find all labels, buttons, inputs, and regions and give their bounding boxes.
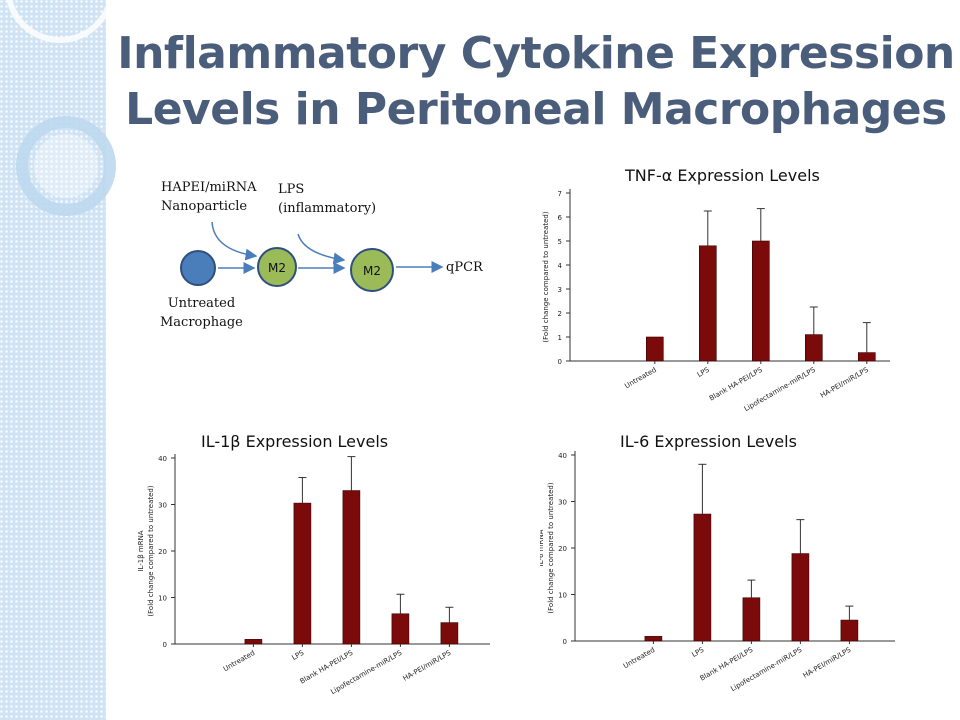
m2-node-2 — [350, 248, 394, 292]
bar-3 — [391, 613, 410, 645]
il1b-chart-title: IL-1β Expression Levels — [201, 432, 389, 451]
untreated-label-line2: Macrophage — [160, 315, 243, 330]
y-tick-label: 5 — [558, 238, 562, 246]
y-tick-label: 6 — [558, 214, 563, 222]
bar-2 — [342, 490, 361, 645]
y-tick-label: 30 — [158, 502, 167, 510]
bar-3 — [791, 553, 810, 642]
x-tick-label-1: LPS — [291, 649, 306, 662]
bar-4 — [857, 352, 876, 362]
y-tick-label: 10 — [558, 592, 567, 600]
arrow-nanoparticle-to-m2 — [211, 221, 258, 261]
bar-1 — [693, 513, 712, 642]
nanoparticle-label: HAPEI/miRNA Nanoparticle — [161, 178, 257, 216]
untreated-label: Untreated Macrophage — [160, 294, 243, 332]
y-axis-label-line1: IL-6 mRNA — [540, 529, 545, 566]
x-tick-label-4: HA-PEI/miR/LPS — [402, 649, 453, 683]
bar-0 — [644, 636, 663, 642]
m2-node-2-label: M2 — [363, 264, 381, 278]
tnf-chart-title: TNF-α Expression Levels — [625, 166, 820, 185]
x-tick-label-0: Untreated — [622, 646, 656, 670]
nanoparticle-label-line1: HAPEI/miRNA — [161, 180, 257, 195]
y-tick-label: 2 — [558, 310, 562, 318]
bar-2 — [752, 240, 770, 362]
bar-4 — [840, 619, 859, 642]
y-tick-label: 4 — [558, 262, 563, 270]
lps-label-line2: (inflammatory) — [278, 201, 377, 216]
y-tick-label: 1 — [558, 334, 562, 342]
decorative-rings — [6, 0, 116, 216]
il6-bar-chart: 0 10 20 30 40 IL-6 mRNA (Fold change compared … — [540, 451, 895, 693]
y-axis-label-line2: (Fold change compared to untreated) — [547, 482, 555, 613]
y-tick-label: 0 — [563, 638, 567, 646]
x-tick-label-2: Blank HA-PEI/LPS — [708, 366, 764, 403]
bar-1 — [293, 502, 312, 645]
bar-2 — [742, 597, 761, 642]
lps-label: LPS (inflammatory) — [278, 180, 376, 218]
x-tick-label-4: HA-PEI/miR/LPS — [802, 646, 853, 680]
x-tick-label-0: Untreated — [623, 366, 657, 390]
bar-1 — [699, 245, 717, 362]
diagram-graphics: M2 M2 qPCR — [180, 221, 484, 292]
qpcr-label: qPCR — [446, 260, 484, 275]
workflow-diagram: HAPEI/miRNA Nanoparticle LPS (inflammato… — [150, 170, 500, 340]
untreated-label-line1: Untreated — [167, 296, 236, 311]
tnf-alpha-bar-chart: 01234567TNF-α mRNA(Fold change compared … — [542, 189, 890, 413]
y-tick-label: 10 — [158, 595, 167, 603]
il1b-bar-chart: 0 10 20 30 40 IL-1β mRNA (Fold change compared… — [137, 454, 490, 696]
y-axis-label-line2: (Fold change compared to untreated) — [147, 485, 155, 616]
x-tick-label-0: Untreated — [222, 649, 256, 673]
y-tick-label: 0 — [163, 641, 167, 649]
y-tick-label: 0 — [558, 358, 562, 366]
slide-title: Inflammatory Cytokine Expression Levels … — [117, 28, 955, 135]
bar-0 — [244, 639, 263, 645]
y-tick-label: 7 — [558, 190, 562, 198]
arrow-lps-to-m2 — [297, 233, 346, 265]
y-tick-label: 40 — [158, 455, 167, 463]
y-tick-label: 30 — [558, 499, 567, 507]
y-tick-label: 20 — [558, 545, 567, 553]
x-tick-label-4: HA-PEI/miR/LPS — [819, 366, 870, 400]
bar-0 — [646, 336, 664, 362]
lps-label-line1: LPS — [278, 182, 305, 197]
y-tick-label: 20 — [158, 548, 167, 556]
x-tick-label-1: LPS — [696, 366, 711, 379]
bar-3 — [804, 334, 823, 362]
il6-chart-title: IL-6 Expression Levels — [620, 432, 797, 451]
y-axis-label-line1: IL-1β mRNA — [137, 530, 145, 571]
untreated-macrophage-node — [180, 250, 216, 286]
nanoparticle-label-line2: Nanoparticle — [161, 199, 248, 214]
y-tick-label: 3 — [558, 286, 562, 294]
y-axis-label-line2: (Fold change compared to untreated) — [542, 211, 550, 342]
x-tick-label-1: LPS — [691, 646, 706, 659]
y-tick-label: 40 — [558, 452, 567, 460]
m2-node-1-label: M2 — [268, 261, 286, 275]
bar-4 — [440, 622, 459, 645]
m2-node-1 — [257, 247, 297, 287]
